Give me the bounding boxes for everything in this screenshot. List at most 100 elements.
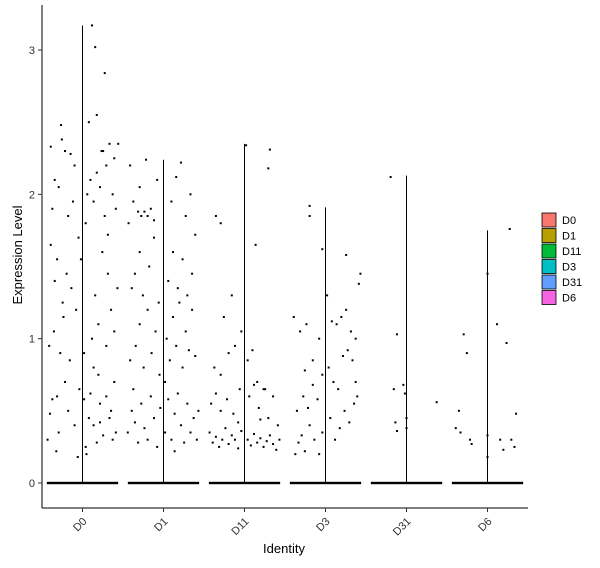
point-D0-76 <box>73 424 76 427</box>
point-D0-50 <box>89 178 92 181</box>
point-D3-23 <box>337 388 340 391</box>
point-D1-58 <box>149 207 152 210</box>
point-D1-25 <box>142 366 145 369</box>
point-D31-5 <box>405 427 408 430</box>
violin-D6 <box>451 227 524 485</box>
point-D6-8 <box>486 434 489 437</box>
point-D6-2 <box>459 431 462 434</box>
point-D0-55 <box>105 164 108 167</box>
point-D0-32 <box>92 424 95 427</box>
point-D3-27 <box>354 380 357 383</box>
point-D11-17 <box>265 440 268 443</box>
point-D11-21 <box>278 438 281 441</box>
point-D11-0 <box>208 431 211 434</box>
point-D3-22 <box>332 380 335 383</box>
point-D1-1 <box>130 409 133 412</box>
point-D1-6 <box>146 438 149 441</box>
point-D11-35 <box>213 366 216 369</box>
point-D3-3 <box>303 450 306 453</box>
point-D11-18 <box>268 434 271 437</box>
point-D6-13 <box>505 341 508 344</box>
point-D3-8 <box>329 417 332 420</box>
point-D0-52 <box>95 171 98 174</box>
point-D0-22 <box>73 164 76 167</box>
point-D3-16 <box>302 395 305 398</box>
point-D0-38 <box>111 438 114 441</box>
point-D11-37 <box>227 352 230 355</box>
point-D1-47 <box>172 251 175 254</box>
point-D1-69 <box>194 233 197 236</box>
point-D11-53 <box>259 418 262 421</box>
point-D3-19 <box>316 398 319 401</box>
point-D0-0 <box>46 438 49 441</box>
point-D0-12 <box>61 301 64 304</box>
point-D3-32 <box>318 337 321 340</box>
point-D0-43 <box>101 251 104 254</box>
point-D1-48 <box>176 287 179 290</box>
point-D3-25 <box>346 349 349 352</box>
point-D1-34 <box>178 301 181 304</box>
point-D0-61 <box>95 113 98 116</box>
point-D11-30 <box>257 406 260 409</box>
point-D0-51 <box>92 200 95 203</box>
point-D0-36 <box>105 395 108 398</box>
point-D11-42 <box>256 380 259 383</box>
point-D3-29 <box>299 330 302 333</box>
point-D1-68 <box>189 193 192 196</box>
point-D3-41 <box>359 272 362 275</box>
point-D1-9 <box>156 445 159 448</box>
point-D3-13 <box>353 402 356 405</box>
point-D1-62 <box>145 158 148 161</box>
point-D0-20 <box>69 152 72 155</box>
point-D0-10 <box>53 279 56 282</box>
point-D3-45 <box>308 204 311 207</box>
point-D11-6 <box>227 443 230 446</box>
point-D0-68 <box>62 316 65 319</box>
point-D0-2 <box>51 398 54 401</box>
point-D1-11 <box>164 431 167 434</box>
point-D11-23 <box>214 392 217 395</box>
point-D1-65 <box>175 176 178 179</box>
point-D6-12 <box>502 448 505 451</box>
point-D0-72 <box>56 395 59 398</box>
plot-area <box>46 24 524 485</box>
point-D1-57 <box>146 214 149 217</box>
point-D11-32 <box>267 417 270 420</box>
point-D0-84 <box>83 398 86 401</box>
point-D0-31 <box>89 392 92 395</box>
point-D11-10 <box>240 430 243 433</box>
point-D1-19 <box>189 431 192 434</box>
point-D11-19 <box>272 443 275 446</box>
point-D3-1 <box>297 441 300 444</box>
legend-label-D11: D11 <box>562 246 581 258</box>
point-D11-45 <box>214 214 217 217</box>
point-D3-0 <box>294 453 297 456</box>
point-D1-2 <box>133 421 136 424</box>
point-D11-44 <box>230 294 233 297</box>
point-D1-56 <box>143 210 146 213</box>
point-D0-8 <box>64 380 67 383</box>
point-D1-66 <box>179 161 182 164</box>
point-D0-23 <box>77 236 80 239</box>
point-D0-77 <box>76 456 79 459</box>
point-D0-1 <box>48 412 51 415</box>
point-D6-14 <box>508 227 511 230</box>
legend-label-D31: D31 <box>562 277 582 289</box>
point-D3-21 <box>327 366 330 369</box>
point-D1-27 <box>150 352 153 355</box>
point-D31-7 <box>394 421 397 424</box>
point-D1-37 <box>187 349 190 352</box>
point-D11-39 <box>240 330 243 333</box>
point-D1-0 <box>126 431 129 434</box>
point-D3-17 <box>307 406 310 409</box>
point-D1-59 <box>152 219 155 222</box>
point-D1-49 <box>181 258 184 261</box>
legend-label-D1: D1 <box>562 231 576 243</box>
point-D1-63 <box>156 178 159 181</box>
point-D1-23 <box>134 344 137 347</box>
point-D0-78 <box>98 421 101 424</box>
point-D0-82 <box>113 157 116 160</box>
point-D1-38 <box>191 308 194 311</box>
point-D0-79 <box>92 366 95 369</box>
point-D6-7 <box>486 272 489 275</box>
